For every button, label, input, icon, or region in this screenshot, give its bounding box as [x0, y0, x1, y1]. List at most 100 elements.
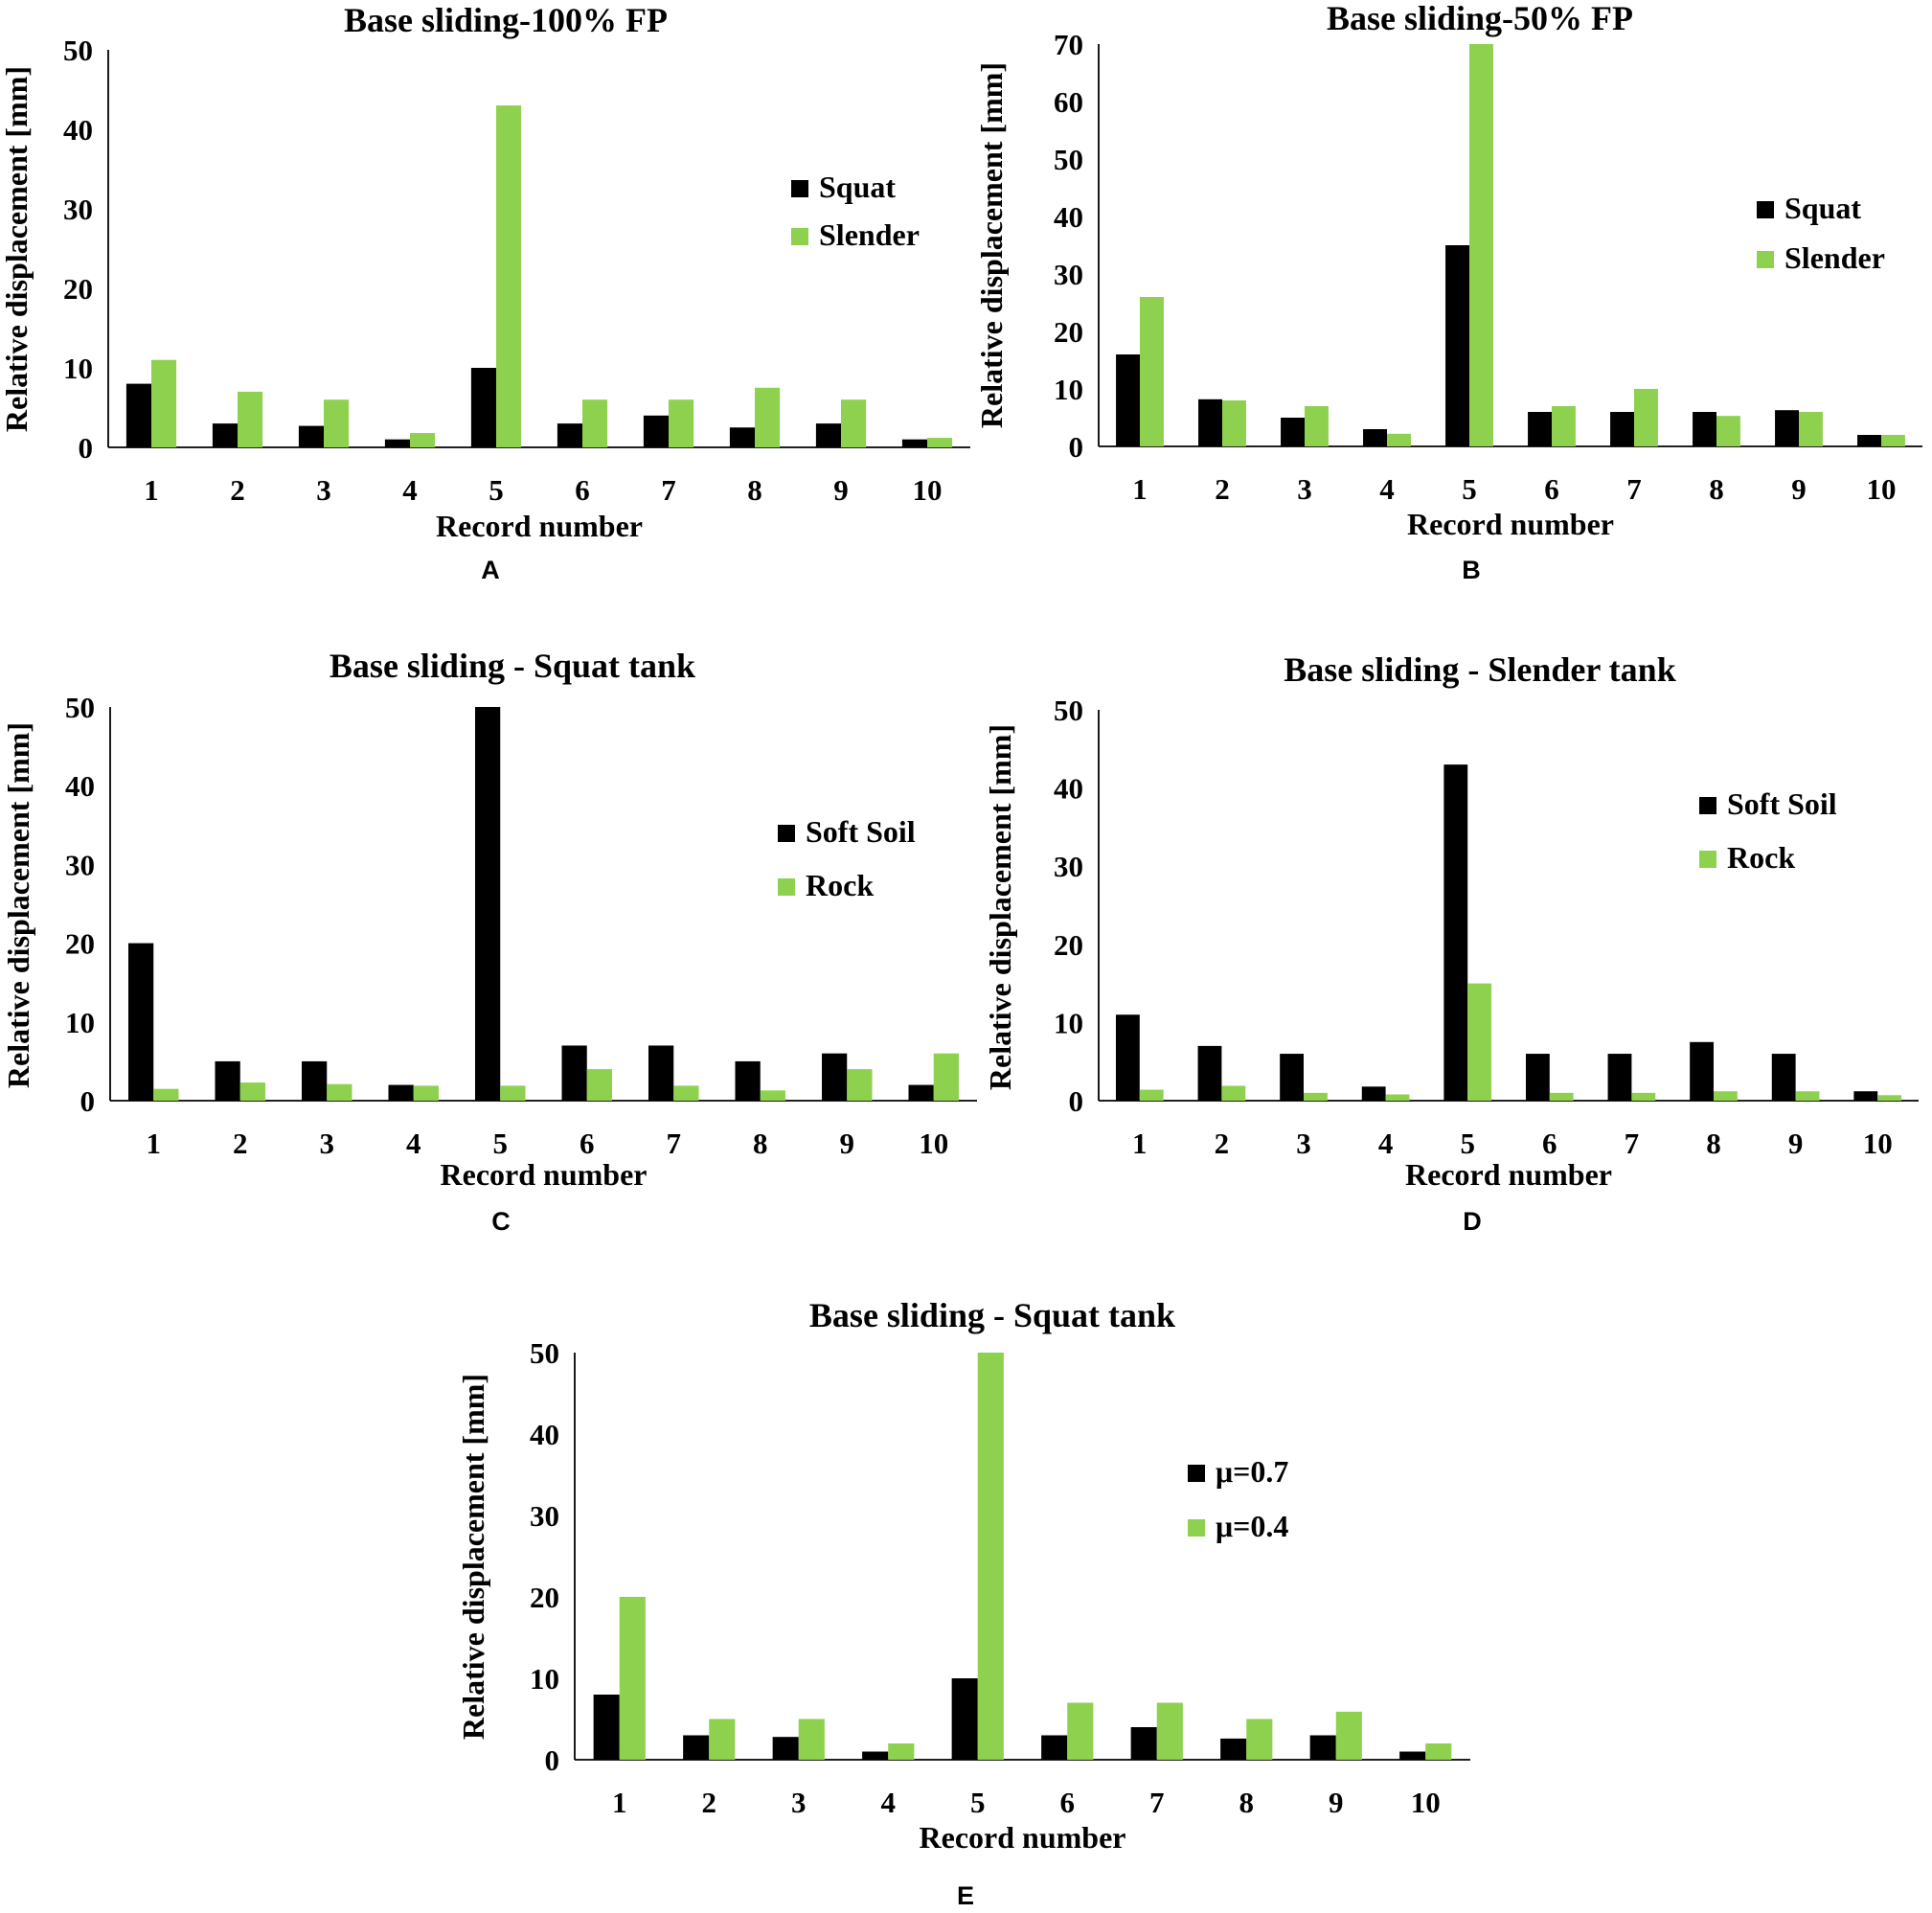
x-tick-label: 10: [1867, 472, 1897, 506]
x-tick-label: 8: [753, 1127, 768, 1160]
bar-c-s1-8: [735, 1060, 761, 1101]
x-tick-label: 4: [1378, 1127, 1394, 1160]
y-tick-label: 40: [530, 1418, 559, 1451]
bar-d-s2-3: [1304, 1092, 1328, 1101]
x-tick-label: 3: [791, 1786, 807, 1819]
x-tick-label: 9: [1791, 472, 1807, 506]
y-axis-label: Relative displacement [mm]: [983, 724, 1017, 1090]
x-tick-label: 5: [493, 1127, 509, 1160]
bar-e-s1-1: [593, 1695, 620, 1760]
bar-c-s2-7: [673, 1085, 699, 1101]
x-tick-label: 6: [575, 473, 590, 507]
x-tick-label: 9: [1329, 1786, 1344, 1819]
y-tick-label: 10: [1054, 373, 1083, 406]
x-tick-label: 2: [1215, 472, 1230, 506]
bar-c-s2-4: [413, 1085, 439, 1101]
chart-panel-e: Base sliding - Squat tank 0 10 20 30 40 50 Rela…: [456, 1296, 1470, 1910]
y-tick-label: 0: [1069, 1084, 1084, 1118]
bar-e-s2-10: [1425, 1743, 1452, 1760]
bar-d-s2-1: [1139, 1089, 1164, 1101]
bar-d-s1-3: [1280, 1054, 1304, 1101]
chart-panel-c: Base sliding - Squat tank 0 10 20 30 40 50 Rela…: [1, 647, 977, 1236]
bar-e-s2-5: [977, 1353, 1004, 1760]
legend-label: Squat: [819, 170, 896, 204]
bar-d-s1-4: [1361, 1086, 1386, 1101]
chart-panel-d: Base sliding - Slender tank 0 10 20 30 40 50 Re…: [983, 650, 1919, 1236]
y-tick-label: 40: [65, 769, 95, 803]
bar-a-s1-9: [815, 423, 841, 447]
bar-d-s1-9: [1771, 1054, 1796, 1101]
bar-d-s2-5: [1467, 983, 1492, 1101]
legend-swatch: [1699, 797, 1716, 814]
bar-a-s2-9: [841, 399, 867, 447]
legend-swatch: [1757, 201, 1774, 218]
y-tick-label: 20: [65, 927, 95, 961]
chart-title: Base sliding-100% FP: [344, 1, 668, 39]
legend-label: Soft Soil: [806, 814, 916, 849]
bar-b-s1-4: [1363, 429, 1387, 446]
x-tick-label: 4: [402, 473, 418, 507]
bar-c-s1-9: [822, 1053, 848, 1101]
bar-d-s1-5: [1443, 764, 1468, 1101]
x-tick-label: 6: [1060, 1786, 1076, 1819]
x-tick-label: 9: [833, 473, 849, 507]
x-tick-label: 5: [970, 1786, 986, 1819]
y-axis-label: Relative displacement [mm]: [456, 1374, 490, 1740]
bar-e-s2-3: [798, 1719, 825, 1760]
y-tick-label: 10: [1054, 1006, 1083, 1039]
x-tick-label: 4: [1379, 472, 1395, 506]
chart-panel-a: Base sliding-100% FP 0 10 20 30 40 50 Relative …: [0, 1, 970, 584]
bar-d-s1-6: [1525, 1054, 1550, 1101]
bar-d-s1-1: [1115, 1014, 1140, 1101]
x-tick-label: 10: [1411, 1786, 1441, 1819]
legend-swatch: [1757, 251, 1774, 268]
legend-label: Squat: [1784, 191, 1861, 225]
y-axis-label: Relative displacement [mm]: [974, 62, 1009, 428]
x-tick-label: 3: [316, 473, 331, 507]
bar-b-s1-5: [1445, 245, 1469, 446]
bar-d-s1-10: [1853, 1091, 1878, 1101]
bar-a-s2-6: [582, 399, 608, 447]
x-tick-label: 10: [1863, 1127, 1893, 1160]
y-tick-label: 0: [79, 431, 94, 465]
y-tick-label: 50: [1054, 143, 1083, 176]
bar-b-s2-4: [1387, 433, 1411, 446]
panel-letter: A: [481, 556, 500, 584]
bar-c-s2-5: [500, 1085, 526, 1101]
y-tick-label: 30: [530, 1499, 559, 1533]
x-tick-label: 2: [1215, 1127, 1230, 1160]
bar-d-s1-7: [1607, 1054, 1632, 1101]
bar-b-s2-6: [1552, 406, 1576, 446]
legend-label: Slender: [819, 217, 920, 252]
x-tick-label: 7: [667, 1127, 682, 1160]
bar-b-s2-2: [1222, 400, 1246, 446]
legend-swatch: [778, 825, 795, 842]
bar-e-s1-5: [951, 1678, 978, 1760]
legend-swatch: [1188, 1519, 1205, 1537]
x-tick-label: 6: [1542, 1127, 1557, 1160]
bar-a-s1-2: [212, 423, 238, 447]
bar-c-s1-7: [648, 1045, 674, 1101]
bar-c-s1-5: [475, 707, 501, 1101]
bar-e-s1-9: [1309, 1735, 1336, 1760]
y-tick-label: 20: [1054, 928, 1083, 962]
legend-swatch: [778, 878, 795, 896]
x-tick-label: 6: [580, 1127, 595, 1160]
legend-label: μ=0.4: [1216, 1509, 1288, 1543]
x-tick-label: 3: [1297, 472, 1312, 506]
x-axis-label: Record number: [1407, 507, 1614, 541]
bar-c-s1-10: [908, 1084, 934, 1101]
bar-b-s1-8: [1693, 412, 1716, 446]
x-tick-label: 3: [320, 1127, 335, 1160]
x-axis-label: Record number: [1405, 1157, 1612, 1192]
bar-c-s2-6: [586, 1069, 612, 1101]
bar-d-s2-6: [1549, 1092, 1574, 1101]
x-tick-label: 2: [230, 473, 245, 507]
bar-e-s1-6: [1041, 1735, 1068, 1760]
chart-title: Base sliding-50% FP: [1327, 0, 1633, 37]
panel-letter: E: [957, 1881, 974, 1910]
bar-b-s1-1: [1116, 354, 1140, 446]
y-tick-label: 60: [1054, 85, 1083, 119]
bar-e-s2-8: [1246, 1719, 1273, 1760]
y-tick-label: 40: [1054, 200, 1083, 234]
